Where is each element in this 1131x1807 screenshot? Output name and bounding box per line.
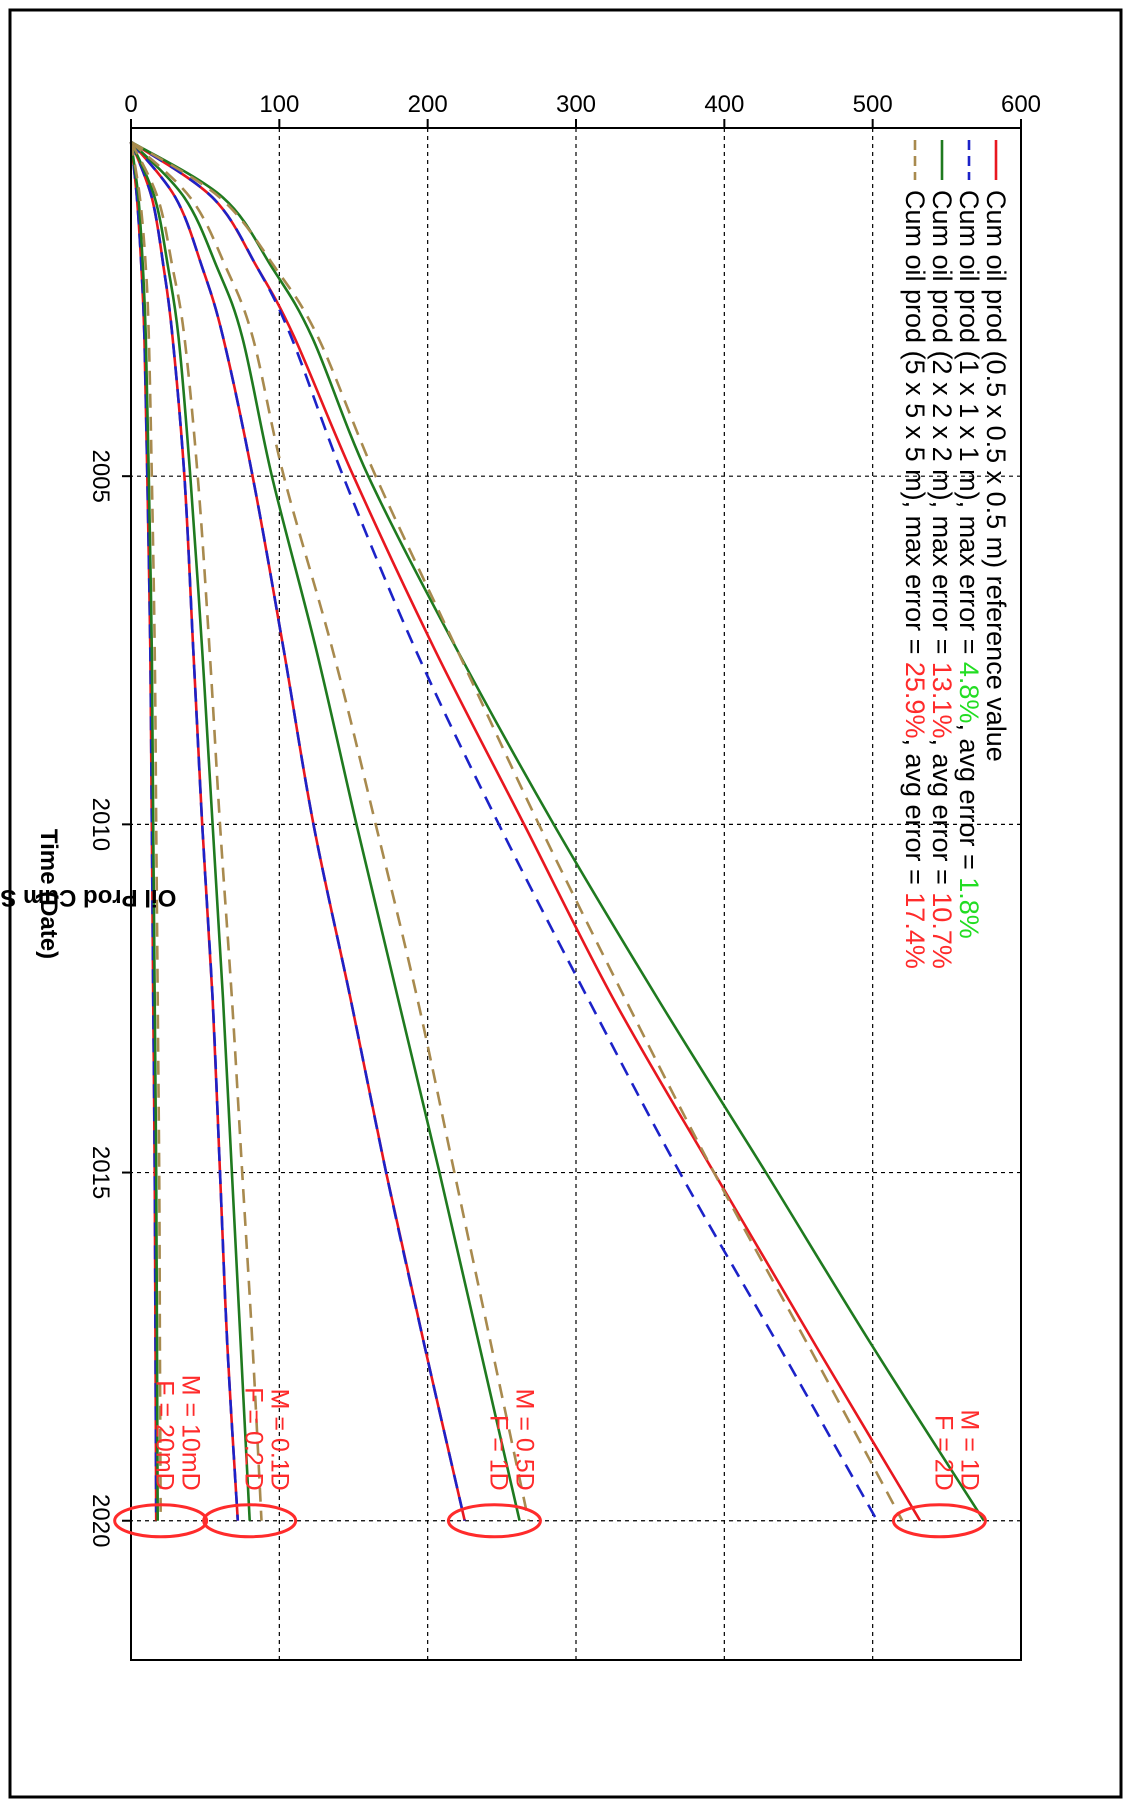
annotation: M = 1DF = 2D	[891, 1409, 987, 1539]
legend-text-part: , avg error =	[954, 723, 984, 877]
series-line	[129, 141, 162, 1521]
series-group	[129, 141, 263, 1521]
series-line	[129, 141, 159, 1521]
y-tick-label: 100	[259, 91, 299, 118]
legend-text-part: , avg error =	[927, 738, 957, 892]
series-group	[130, 140, 985, 1522]
legend-text-part: 10.7%	[927, 892, 957, 969]
series-line	[129, 141, 240, 1521]
y-tick-label: 0	[124, 91, 137, 118]
y-axis-label: Oil Prod Cum SCTR (m3)	[0, 884, 176, 911]
figure-frame	[8, 8, 1123, 1799]
legend-entry: Cum oil prod (0.5 x 0.5 x 0.5 m) referen…	[981, 190, 1011, 762]
series-line	[130, 140, 879, 1522]
annotation-text: M = 10mD	[177, 1375, 205, 1491]
x-axis-ticks: 2005 2010 2015 2020	[87, 449, 131, 1547]
series-line	[130, 140, 985, 1522]
x-tick-label: 2005	[87, 449, 114, 502]
annotation: M = 0.5DF = 1D	[446, 1389, 542, 1539]
series-line	[130, 141, 521, 1521]
annotation-text: F = 20mD	[151, 1380, 179, 1490]
legend-text-part: Cum oil prod (5 x 5 x 5 m), max error =	[900, 190, 930, 662]
y-tick-label: 600	[1001, 91, 1041, 118]
y-tick-label-wrap: 600	[1001, 91, 1041, 118]
legend-text-part: Cum oil prod (1 x 1 x 1 m), max error =	[954, 190, 984, 662]
annotation-text: M = 1D	[955, 1409, 983, 1490]
legend-text-part: 4.8%	[954, 662, 984, 724]
annotation: M = 0.1DF = 0.2 D	[202, 1387, 298, 1539]
annotation-ellipse	[446, 1503, 542, 1539]
annotations: M = 1DF = 2D M = 0.5DF = 1D M = 0.1DF = 0.…	[113, 1375, 987, 1539]
y-tick-label-wrap: 200	[408, 91, 448, 118]
y-tick-label-wrap: 500	[853, 91, 893, 118]
legend: Cum oil prod (0.5 x 0.5 x 0.5 m) referen…	[900, 140, 1011, 969]
y-tick-label-wrap: 400	[704, 91, 744, 118]
y-tick-label-wrap: 100	[259, 91, 299, 118]
legend-text-part: , avg error =	[900, 738, 930, 892]
rotated-plot: 2005 2010 2015 2020 0 100 200 300 400 500 600 Cum…	[35, 91, 1041, 1661]
annotation-text: M = 0.1D	[266, 1389, 294, 1491]
annotation-ellipse	[202, 1503, 298, 1539]
series-group	[129, 140, 530, 1521]
x-tick-label: 2010	[87, 798, 114, 851]
x-tick-label: 2015	[87, 1146, 114, 1199]
annotation-text: F = 1D	[484, 1415, 512, 1491]
y-tick-label-wrap: 300	[556, 91, 596, 118]
series-group	[129, 141, 162, 1521]
legend-text-part: Cum oil prod (2 x 2 x 2 m), max error =	[927, 190, 957, 662]
x-tick-label: 2020	[87, 1494, 114, 1547]
annotation-ellipse	[113, 1503, 209, 1539]
annotation-ellipse	[891, 1503, 987, 1539]
series-line	[129, 141, 466, 1521]
annotation-text: F = 2D	[929, 1415, 957, 1491]
series-line	[129, 141, 466, 1521]
legend-text-part: Cum oil prod (0.5 x 0.5 x 0.5 m) referen…	[981, 190, 1011, 762]
legend-entry: Cum oil prod (5 x 5 x 5 m), max error = …	[900, 190, 930, 969]
series-line	[129, 141, 158, 1521]
x-axis-label: Time (Date)	[35, 829, 62, 959]
legend-text-part: 17.4%	[900, 892, 930, 969]
series-line	[129, 141, 251, 1521]
y-tick-label: 200	[408, 91, 448, 118]
y-tick-label-wrap: 0	[124, 91, 137, 118]
annotation-text: F = 0.2 D	[240, 1387, 268, 1491]
series-lines	[129, 140, 985, 1522]
y-axis-ticks: 0 100 200 300 400 500 600	[124, 91, 1041, 128]
series-line	[130, 140, 922, 1522]
series-line	[130, 140, 530, 1521]
legend-entry: Cum oil prod (2 x 2 x 2 m), max error = …	[927, 190, 957, 969]
y-tick-label: 400	[704, 91, 744, 118]
legend-entry: Cum oil prod (1 x 1 x 1 m), max error = …	[954, 190, 984, 939]
y-tick-label: 500	[853, 91, 893, 118]
series-line	[129, 141, 263, 1521]
legend-text-part: 13.1%	[927, 662, 957, 739]
annotation-text: M = 0.5D	[510, 1389, 538, 1491]
legend-text-part: 25.9%	[900, 662, 930, 739]
legend-text-part: 1.8%	[954, 877, 984, 939]
y-tick-label: 300	[556, 91, 596, 118]
series-line	[130, 140, 904, 1522]
